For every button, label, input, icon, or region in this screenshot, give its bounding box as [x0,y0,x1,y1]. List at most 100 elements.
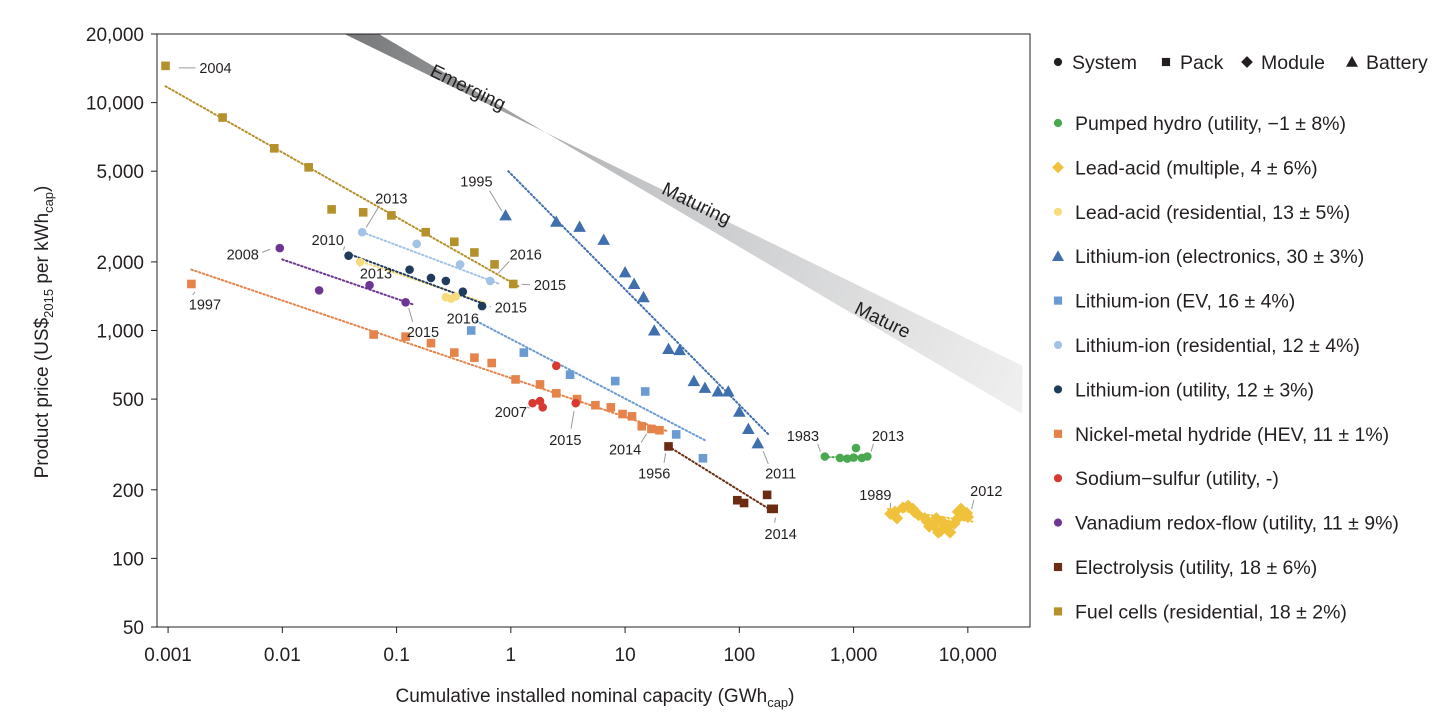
vanadium-redox-flow-utility-trend-line [281,258,415,306]
annotation-2008: 2008 [227,248,259,264]
fuel-cells-residential-point [269,144,279,153]
nickel-metal-hydride-hev-point [637,421,647,431]
lithium-ion-electronics-point [573,220,586,232]
pumped-hydro-utility-point [842,454,852,463]
fuel-cells-residential-point [508,279,518,289]
x-tick-label: 1 [506,645,517,666]
vanadium-redox-flow-utility-point [314,286,324,295]
lithium-ion-electronics-point [499,209,512,221]
annotation-leader [870,443,874,452]
annotation-2013: 2013 [375,191,407,207]
vanadium-redox-flow-utility-point [401,297,410,307]
lead-acid-multiple-point [890,512,904,525]
annotation-leader [343,246,346,251]
year-annotations: 2004 1997 2008 2010 2013 2013 2016 2015 2016 2015… [189,61,1003,543]
lead-acid-multiple-point [901,499,915,513]
fuel-cells-residential-point [387,211,396,220]
annotation-leader [663,453,667,464]
lithium-ion-electronics-point [549,215,563,227]
sodium-sulfur-utility-point [571,398,581,408]
electrolysis-utility-point [769,504,779,514]
lithium-ion-residential-point [412,239,421,249]
lithium-ion-electronics-point [698,381,712,393]
nickel-metal-hydride-hev-point [591,400,600,410]
lithium-ion-electronics-point [751,436,765,449]
fuel-cells-residential-point [490,260,499,269]
annotation-leader [497,261,510,274]
lithium-ion-residential-point [455,260,465,269]
electrolysis-utility-trend-line [667,445,775,513]
legend-swatch [1053,474,1063,483]
annotation-leader [192,291,196,296]
legend-swatch [1053,385,1063,394]
annotation-2015: 2015 [495,301,527,317]
legend-entry-label: Lead-acid (multiple, 4 ± 6%) [1075,157,1318,179]
annotation-leader [489,190,503,212]
nickel-metal-hydride-hev-point [647,424,656,434]
annotation-2013: 2013 [360,266,392,282]
legend-marker-square [1161,57,1171,67]
lithium-ion-ev-trend-line [475,320,706,442]
y-tick-label: 100 [112,549,144,570]
annotation-1995: 1995 [460,175,492,191]
band-label-emerging: Emerging [427,61,509,116]
annotation-2016: 2016 [510,248,542,264]
y-axis: 50 100 200 500 1,000 2,000 5,000 10,000 20,000 [86,25,157,639]
legend-entry-label: Fuel cells (residential, 18 ± 2%) [1075,601,1347,623]
legend-swatch [1053,607,1063,616]
lithium-ion-utility-point [344,251,353,260]
nickel-metal-hydride-hev-point [551,389,561,398]
x-axis: 0.001 0.01 0.1 1 10 100 1,000 10,000 [144,627,997,666]
legend-marker-triangle [1346,56,1358,67]
legend-swatch [1053,296,1063,305]
fuel-cells-residential-point [449,237,459,247]
x-tick-label: 100 [723,645,755,666]
annotation-leader [762,450,769,465]
x-tick-label: 0.001 [144,645,192,666]
annotation-1989: 1989 [859,488,891,504]
lead-acid-multiple-point [908,505,921,519]
annotation-leader [971,500,975,510]
legend-swatch [1053,562,1063,572]
annotation-2013: 2013 [872,429,904,445]
lithium-ion-residential-point [357,227,367,237]
annotation-2015: 2015 [549,433,581,449]
lithium-ion-utility-trend-line [350,253,487,306]
legend-swatch [1052,161,1064,174]
fuel-cells-residential-point [304,163,313,172]
lithium-ion-utility-point [458,287,468,296]
y-tick-label: 10,000 [86,94,144,115]
x-axis-title: Cumulative installed nominal capacity (G… [395,686,794,710]
annotation-leader [570,410,575,429]
x-tick-label: 1,000 [830,645,878,666]
lithium-ion-electronics-trend-line [507,170,770,436]
lead-acid-residential-point [451,292,461,301]
pumped-hydro-utility-point [835,453,845,463]
legend-swatch [1053,340,1063,350]
sodium-sulfur-utility-point [551,361,561,371]
electrolysis-utility-point [733,495,742,505]
annotation-2014: 2014 [609,443,641,459]
legend-entry-label: Lithium-ion (utility, 12 ± 3%) [1075,379,1314,401]
electrolysis-utility-point [739,498,749,508]
lithium-ion-ev-point [671,430,681,439]
legend-marker-label-battery: Battery [1366,52,1428,74]
lithium-ion-ev-point [466,326,476,335]
annotation-leader [817,443,821,452]
annotation-leader [262,248,271,253]
nickel-metal-hydride-hev-point [369,330,378,339]
fuel-cells-residential-point [161,61,170,71]
annotation-2004: 2004 [199,61,231,77]
annotation-2012: 2012 [970,484,1002,500]
legend: System Pack Module Battery Pumped hydro (uti… [1052,52,1428,623]
lithium-ion-electronics-point [597,233,611,245]
annotation-1997: 1997 [189,298,221,314]
annotation-2011: 2011 [765,466,796,482]
nickel-metal-hydride-hev-point [606,403,616,412]
legend-entry-label: Vanadium redox-flow (utility, 11 ± 9%) [1075,513,1399,535]
annotation-2016: 2016 [447,311,479,327]
pumped-hydro-utility-point [820,452,830,461]
lead-acid-multiple-point [920,515,934,528]
lead-acid-multiple-point [927,518,940,532]
